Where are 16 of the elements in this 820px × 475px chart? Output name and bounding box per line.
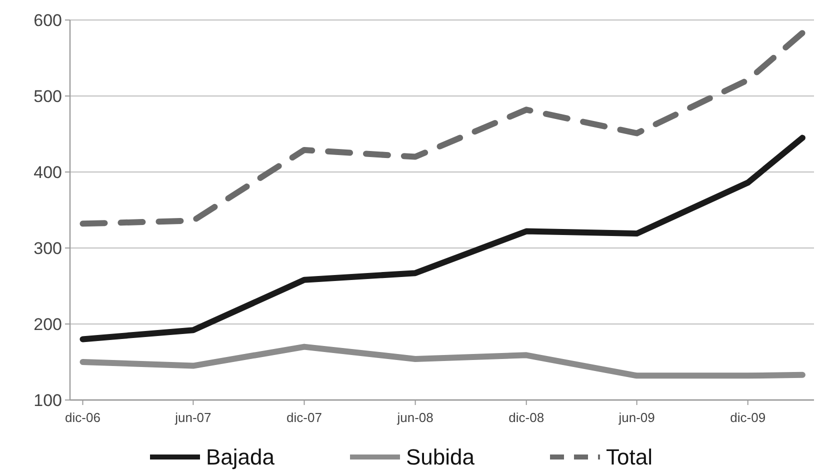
legend-label: Subida (406, 444, 476, 470)
y-tick-label: 100 (34, 390, 62, 410)
legend-label: Total (606, 444, 652, 470)
legend-label: Bajada (206, 444, 276, 470)
y-tick-label: 600 (34, 10, 62, 30)
y-tick-label: 400 (34, 162, 62, 182)
y-tick-label: 500 (34, 86, 62, 106)
x-tick-label: dic-06 (65, 410, 100, 425)
x-tick-label: dic-08 (508, 410, 544, 425)
y-tick-label: 200 (34, 314, 62, 334)
x-tick-label: dic-07 (286, 410, 322, 425)
y-tick-label: 300 (34, 238, 62, 258)
x-tick-label: jun-07 (174, 410, 212, 425)
x-tick-label: dic-09 (730, 410, 766, 425)
x-tick-label: jun-08 (396, 410, 434, 425)
x-tick-label: jun-09 (618, 410, 655, 425)
